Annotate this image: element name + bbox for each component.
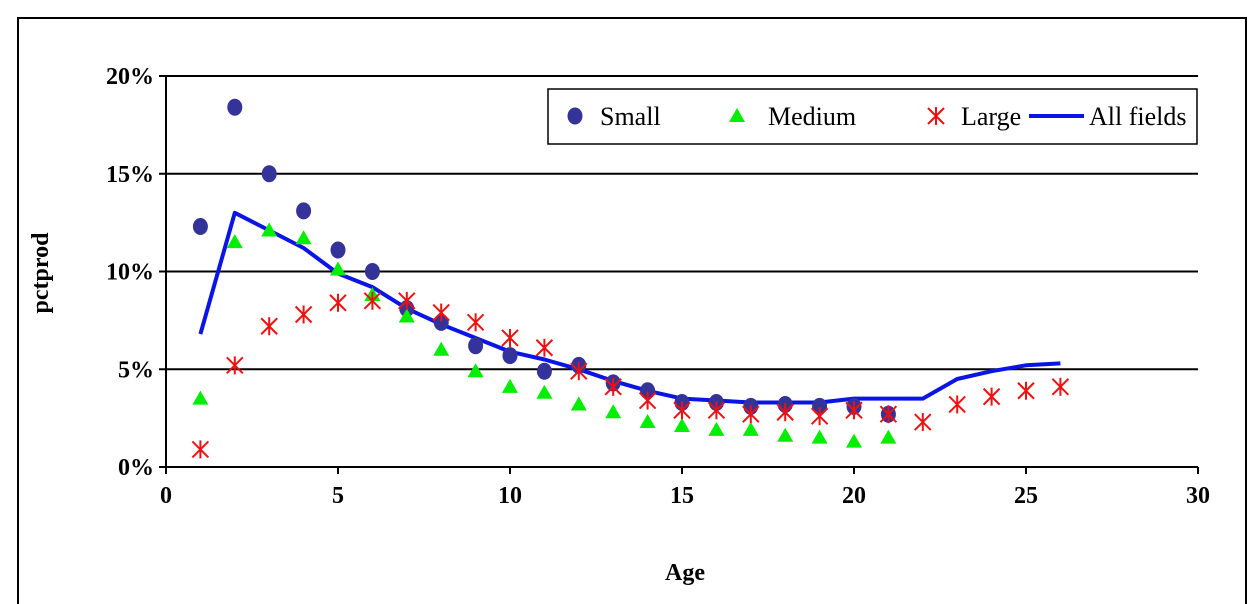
data-point-large [398,291,416,310]
legend-label-medium: Medium [768,102,856,131]
y-tick-label: 15% [106,162,154,188]
data-point-large [432,303,450,322]
data-point-large [845,401,863,420]
data-point-large [570,362,588,381]
data-point-large [535,338,554,357]
series-large [191,291,1070,459]
data-point-small [468,337,484,355]
data-point-large [810,407,829,426]
legend-item-medium: Medium [729,102,856,131]
data-point-small [261,165,277,183]
legend: Small Medium Large All fields [547,88,1198,145]
data-point-small [536,362,552,380]
data-point-large [226,356,244,375]
x-tick-label: 20 [842,483,866,509]
series-all-fields [198,210,1061,405]
data-point-large [1051,377,1070,396]
data-point-small [364,263,380,280]
series-line-all-fields [198,210,1061,405]
data-point-large [948,395,966,414]
y-tick-label: 10% [106,260,154,286]
data-point-small [812,397,828,415]
data-point-small [502,347,518,365]
data-point-medium [536,384,553,399]
data-point-large [466,313,485,332]
data-point-medium [846,433,862,448]
data-point-small [227,98,243,116]
legend-item-small: Small [567,102,661,131]
data-point-large [329,293,347,312]
data-point-large [673,401,691,420]
data-point-large [879,405,898,424]
axes [159,75,1199,474]
legend-items: Small Medium Large All fields [567,102,1187,131]
data-point-large [707,401,726,420]
legend-label-small: Small [600,102,661,131]
y-tick-label: 0% [118,455,154,481]
data-point-small [640,382,656,400]
data-point-large [191,440,210,459]
y-axis-title: pctprod [28,232,54,314]
x-tick-label: 15 [670,483,694,509]
data-point-medium [467,363,484,378]
x-tick-label: 0 [160,483,172,509]
y-tick-label: 20% [106,64,154,90]
y-tick-label: 5% [118,357,154,383]
data-point-large [776,403,794,422]
data-point-large [294,305,313,324]
legend-box [547,88,1198,145]
data-point-small [433,313,449,331]
series-group [191,98,1070,459]
x-tick-label: 5 [332,483,344,509]
data-point-medium [226,234,243,249]
x-tick-label: 30 [1186,483,1210,509]
data-point-large [1017,381,1035,400]
data-point-large [742,405,760,424]
data-point-large [604,377,622,396]
data-point-medium [330,261,346,276]
data-point-medium [570,396,587,411]
legend-swatch-medium [729,108,745,122]
legend-swatch-small [567,107,583,125]
legend-label-all-fields: All fields [1089,102,1187,131]
data-point-small [296,202,312,220]
data-point-medium [674,417,690,432]
legend-label-large: Large [961,102,1021,131]
data-point-medium [639,414,656,429]
data-point-medium [777,427,794,442]
data-point-small [330,241,346,259]
tick-labels: 0% 5% 10% 15% 20% 0 5 10 15 20 25 30 [106,64,1210,509]
data-point-medium [742,421,759,436]
data-point-large [982,387,1001,406]
data-point-medium [708,421,725,436]
data-point-large [914,413,932,432]
data-point-large [363,291,382,310]
data-point-medium [502,378,518,393]
data-point-large [260,317,278,336]
data-point-large [501,328,519,347]
series-medium [192,222,897,448]
series-small [192,98,896,423]
legend-swatch-large [927,107,945,125]
legend-item-large: Large [927,102,1021,131]
x-tick-label: 25 [1014,483,1038,509]
legend-item-all-fields: All fields [1029,102,1187,131]
data-point-medium [261,222,278,237]
data-point-medium [398,308,415,323]
data-point-medium [880,429,897,444]
data-point-medium [192,390,209,405]
x-tick-label: 10 [498,483,522,509]
data-point-medium [433,341,450,356]
data-point-medium [811,429,828,444]
data-point-large [638,391,657,410]
x-axis-title: Age [665,560,705,586]
data-point-medium [605,404,622,419]
data-point-small [192,218,208,236]
data-point-medium [295,230,312,245]
